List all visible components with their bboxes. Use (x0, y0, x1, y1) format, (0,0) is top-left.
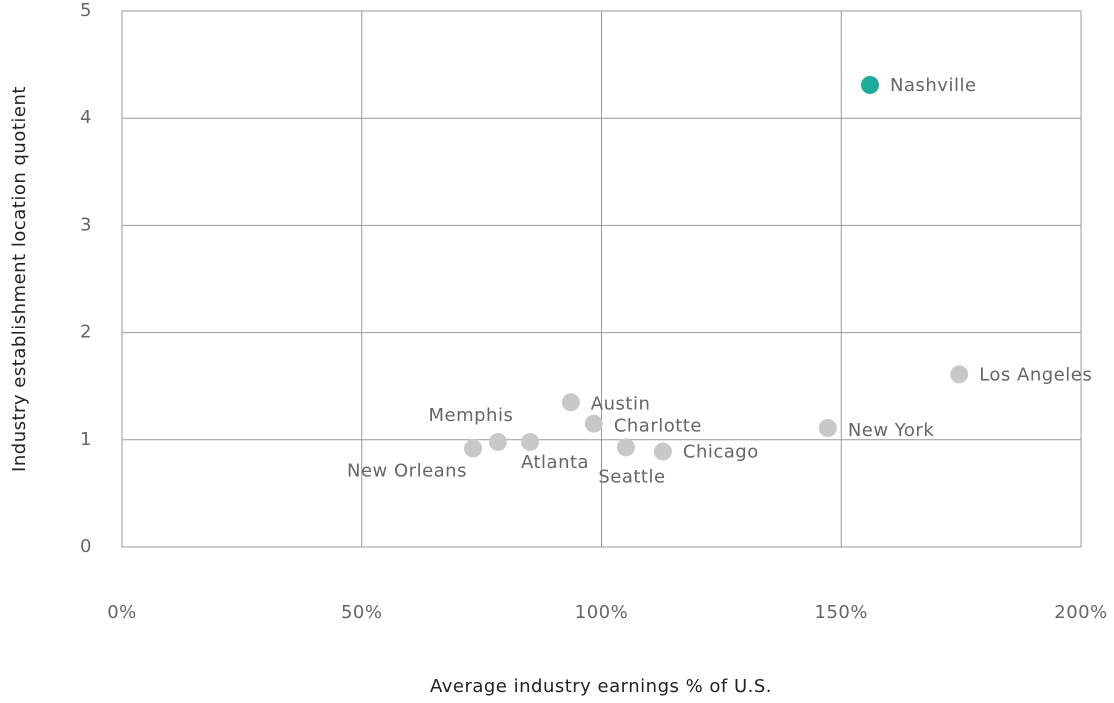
y-tick-label: 5 (80, 0, 92, 21)
y-axis-title: Industry establishment location quotient (9, 86, 30, 472)
x-tick-label: 50% (341, 602, 383, 623)
y-tick-label: 3 (80, 214, 92, 235)
point (861, 75, 880, 94)
x-tick-label: 0% (107, 602, 137, 623)
point (584, 414, 603, 433)
x-tick-label: 100% (575, 602, 628, 623)
point-label: Memphis (428, 405, 513, 426)
point-label: Chicago (683, 442, 759, 463)
y-tick-label: 2 (80, 322, 92, 343)
point (463, 439, 482, 458)
point (653, 442, 672, 461)
point-label: New Orleans (347, 460, 467, 481)
point (561, 393, 580, 412)
point (950, 365, 969, 384)
point-label: Nashville (890, 75, 977, 96)
y-tick-label: 4 (80, 107, 92, 128)
x-tick-label: 200% (1054, 602, 1107, 623)
x-tick-label: 150% (815, 602, 868, 623)
y-tick-label: 1 (80, 429, 92, 450)
y-tick-label: 0 (80, 536, 92, 557)
point-label: Atlanta (521, 452, 589, 473)
point (818, 419, 837, 438)
point (616, 438, 635, 457)
point (521, 432, 540, 451)
x-axis-title: Average industry earnings % of U.S. (430, 676, 772, 697)
point-label: Austin (591, 393, 651, 414)
point-label: Los Angeles (979, 364, 1092, 385)
point-label: Charlotte (614, 416, 702, 437)
point-label: New York (848, 420, 935, 441)
point-label: Seattle (598, 466, 665, 487)
point (488, 432, 507, 451)
